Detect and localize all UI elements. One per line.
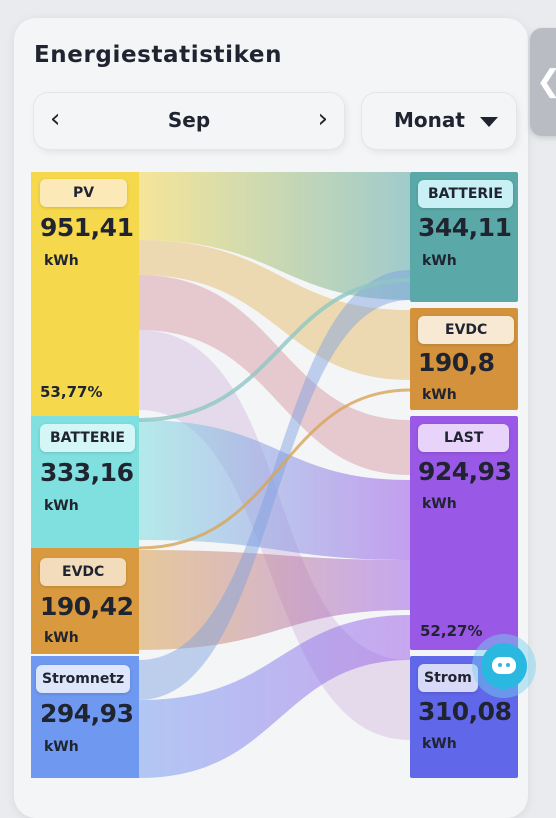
unit-evdc-target: kWh bbox=[422, 387, 457, 403]
value-evdc-target: 190,8 bbox=[418, 348, 495, 377]
flow-batterie-batterie bbox=[138, 278, 411, 422]
value-stromnetz-source: 294,93 bbox=[40, 699, 134, 728]
unit-strom-target: kWh bbox=[422, 736, 457, 752]
unit-evdc-source: kWh bbox=[44, 630, 79, 646]
flow-pv-last bbox=[139, 275, 410, 475]
flow-pv-evdc bbox=[139, 240, 410, 380]
unit-stromnetz-source: kWh bbox=[44, 739, 79, 755]
tag-strom-target: Strom bbox=[418, 664, 478, 692]
assistant-button[interactable] bbox=[472, 634, 536, 698]
mode-label: Monat bbox=[394, 108, 465, 132]
value-batterie-source: 333,16 bbox=[40, 458, 134, 487]
tag-last: LAST bbox=[418, 424, 510, 452]
value-strom-target: 310,08 bbox=[418, 697, 512, 726]
flow-evdc-last bbox=[139, 550, 410, 650]
caret-down-icon bbox=[480, 117, 498, 127]
robot-icon bbox=[481, 643, 527, 689]
node-pv bbox=[31, 172, 139, 416]
flow-batterie-last bbox=[139, 420, 410, 560]
unit-pv: kWh bbox=[44, 253, 79, 269]
tag-evdc-target: EVDC bbox=[418, 316, 515, 344]
unit-batterie-source: kWh bbox=[44, 498, 79, 514]
mode-dropdown[interactable]: Monat bbox=[362, 93, 516, 149]
page-title: Energiestatistiken bbox=[34, 42, 283, 68]
tag-batterie-source: BATTERIE bbox=[40, 424, 135, 452]
flow-pv-top bbox=[139, 172, 410, 300]
tag-pv: PV bbox=[40, 179, 128, 207]
tag-stromnetz-source: Stromnetz bbox=[36, 665, 131, 693]
percent-last: 52,27% bbox=[420, 622, 483, 640]
value-evdc-source: 190,42 bbox=[40, 592, 134, 621]
unit-batterie-target: kWh bbox=[422, 253, 457, 269]
flow-stromnetz-last bbox=[139, 615, 410, 778]
value-pv: 951,41 bbox=[40, 213, 134, 242]
collapse-side-tab[interactable]: ❮ bbox=[530, 28, 556, 136]
value-last: 924,93 bbox=[418, 457, 512, 486]
tag-batterie-target: BATTERIE bbox=[418, 180, 513, 208]
tag-evdc-source: EVDC bbox=[40, 558, 127, 586]
value-batterie-target: 344,11 bbox=[418, 213, 512, 242]
previous-period-button[interactable]: ‹ bbox=[50, 104, 61, 134]
flow-evdc-evdc bbox=[138, 388, 411, 550]
flow-stromnetz-batterie bbox=[139, 270, 410, 700]
unit-last: kWh bbox=[422, 496, 457, 512]
node-last bbox=[410, 416, 518, 650]
percent-pv: 53,77% bbox=[40, 383, 103, 401]
chevron-left-icon: ❮ bbox=[536, 64, 556, 99]
next-period-button[interactable]: › bbox=[317, 104, 328, 134]
period-label: Sep bbox=[167, 108, 211, 132]
period-selector: ‹ Sep › bbox=[34, 93, 344, 149]
